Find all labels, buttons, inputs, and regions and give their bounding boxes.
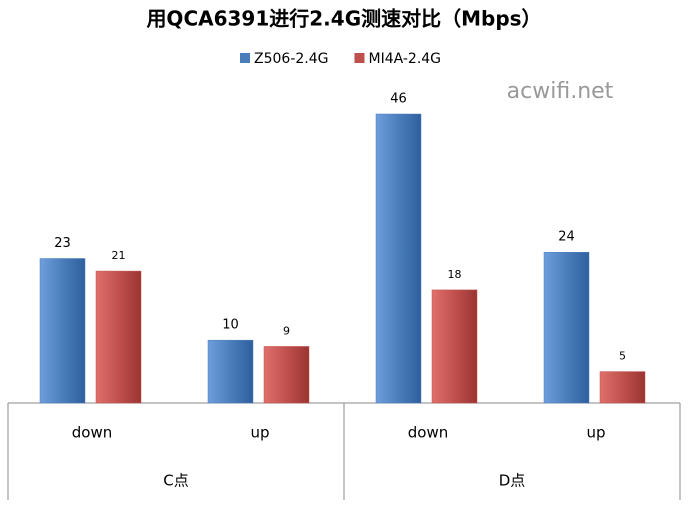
bar — [39, 258, 86, 404]
x-tick-label: up — [586, 424, 605, 442]
legend-label: Z506-2.4G — [254, 51, 328, 67]
legend-swatch — [240, 53, 250, 63]
x-tick-label: down — [408, 424, 448, 442]
bar — [95, 270, 142, 404]
data-label: 5 — [619, 350, 626, 363]
data-label: 24 — [558, 230, 575, 245]
legend-swatch — [354, 53, 365, 63]
group-label: C点 — [163, 472, 188, 490]
data-label: 46 — [390, 92, 407, 107]
data-label: 18 — [448, 268, 462, 281]
x-tick-label: down — [72, 424, 112, 442]
legend-label: MI4A-2.4G — [368, 51, 441, 67]
bar — [599, 371, 646, 404]
bar — [431, 289, 478, 404]
watermark: acwifi.net — [507, 79, 614, 104]
data-label: 10 — [222, 318, 239, 333]
x-tick-label: up — [250, 424, 269, 442]
bar — [263, 346, 310, 404]
bar — [375, 113, 422, 404]
bar — [207, 339, 254, 404]
data-label: 21 — [112, 249, 126, 262]
data-label: 23 — [54, 236, 71, 251]
group-label: D点 — [499, 472, 526, 490]
bar — [543, 251, 590, 404]
chart-title: 用QCA6391进行2.4G测速对比（Mbps） — [146, 7, 541, 31]
data-label: 9 — [283, 324, 290, 337]
